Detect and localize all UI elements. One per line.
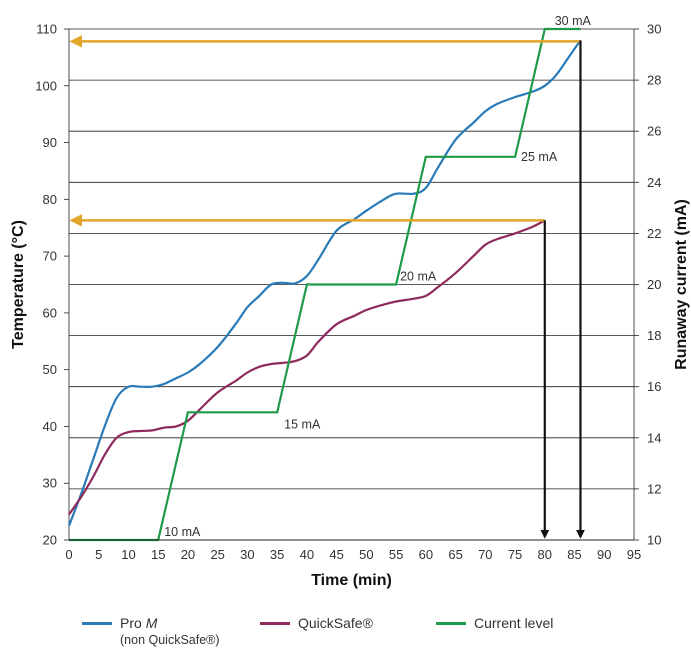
legend-item-quicksafe: QuickSafe® xyxy=(260,614,373,632)
y-tick-label-right: 24 xyxy=(647,175,661,190)
y-tick-label-right: 16 xyxy=(647,379,661,394)
x-tick-label: 65 xyxy=(448,547,462,562)
y-tick-label-right: 14 xyxy=(647,430,661,445)
x-tick-label: 70 xyxy=(478,547,492,562)
y-tick-label-left: 80 xyxy=(43,192,57,207)
step-label-20ma: 20 mA xyxy=(400,270,437,284)
step-label-25ma: 25 mA xyxy=(521,150,558,164)
legend-swatch-current-level xyxy=(436,622,466,625)
legend-item-pro-m: Pro M (non QuickSafe®) xyxy=(82,614,220,648)
y-tick-label-left: 30 xyxy=(43,476,57,491)
x-tick-label: 0 xyxy=(65,547,72,562)
x-tick-label: 90 xyxy=(597,547,611,562)
x-tick-label: 50 xyxy=(359,547,373,562)
x-tick-label: 15 xyxy=(151,547,165,562)
series-line-quicksafe xyxy=(68,219,546,516)
legend-label-current-level: Current level xyxy=(474,615,554,631)
x-tick-label: 95 xyxy=(627,547,641,562)
legend-label-pro-m: Pro M xyxy=(120,614,220,632)
y-tick-label-right: 26 xyxy=(647,124,661,139)
x-tick-label: 45 xyxy=(329,547,343,562)
legend-swatch-quicksafe xyxy=(260,622,290,625)
y-tick-label-left: 40 xyxy=(43,419,57,434)
y-tick-label-right: 20 xyxy=(647,277,661,292)
legend-label-group-pro-m: Pro M (non QuickSafe®) xyxy=(120,614,220,648)
x-tick-label: 25 xyxy=(210,547,224,562)
y-tick-label-left: 70 xyxy=(43,249,57,264)
x-tick-label: 20 xyxy=(181,547,195,562)
x-tick-label: 30 xyxy=(240,547,254,562)
y-tick-label-left: 110 xyxy=(36,22,57,37)
y-tick-label-right: 10 xyxy=(647,533,661,548)
x-tick-label: 35 xyxy=(270,547,284,562)
y-tick-label-right: 22 xyxy=(647,226,661,241)
x-tick-label: 5 xyxy=(95,547,102,562)
x-tick-label: 75 xyxy=(508,547,522,562)
series-line-pro-m xyxy=(67,39,582,527)
legend-label-quicksafe: QuickSafe® xyxy=(298,615,373,631)
step-label-10ma: 10 mA xyxy=(164,525,201,539)
x-tick-label: 10 xyxy=(121,547,135,562)
legend-sub-pro-m: (non QuickSafe®) xyxy=(120,633,220,647)
y-tick-label-left: 100 xyxy=(35,78,57,93)
step-label-15ma: 15 mA xyxy=(284,417,321,431)
legend: Pro M (non QuickSafe®) QuickSafe® Curren… xyxy=(82,614,662,654)
x-tick-label: 85 xyxy=(567,547,581,562)
legend-swatch-pro-m xyxy=(82,622,112,625)
y-tick-label-right: 28 xyxy=(647,73,661,88)
x-tick-label: 80 xyxy=(538,547,552,562)
y-tick-label-right: 12 xyxy=(647,481,661,496)
x-tick-label: 55 xyxy=(389,547,403,562)
x-tick-label: 40 xyxy=(300,547,314,562)
legend-label-pro-m-prefix: Pro xyxy=(120,615,146,631)
legend-label-pro-m-italic: M xyxy=(145,615,158,631)
series-line-current-level xyxy=(69,27,581,542)
y-tick-label-right: 18 xyxy=(647,328,661,343)
y-tick-label-left: 20 xyxy=(43,533,57,548)
y-tick-label-left: 60 xyxy=(43,305,57,320)
x-tick-label: 60 xyxy=(419,547,433,562)
y-axis-title-left: Temperature (°C) xyxy=(10,220,27,349)
x-axis-title: Time (min) xyxy=(311,572,392,589)
legend-item-current-level: Current level xyxy=(436,614,553,632)
step-label-30ma: 30 mA xyxy=(555,14,592,28)
y-axis-title-right: Runaway current (mA) xyxy=(673,199,690,370)
y-tick-label-left: 50 xyxy=(43,362,57,377)
y-tick-label-right: 30 xyxy=(647,22,661,37)
y-tick-label-left: 90 xyxy=(43,135,57,150)
